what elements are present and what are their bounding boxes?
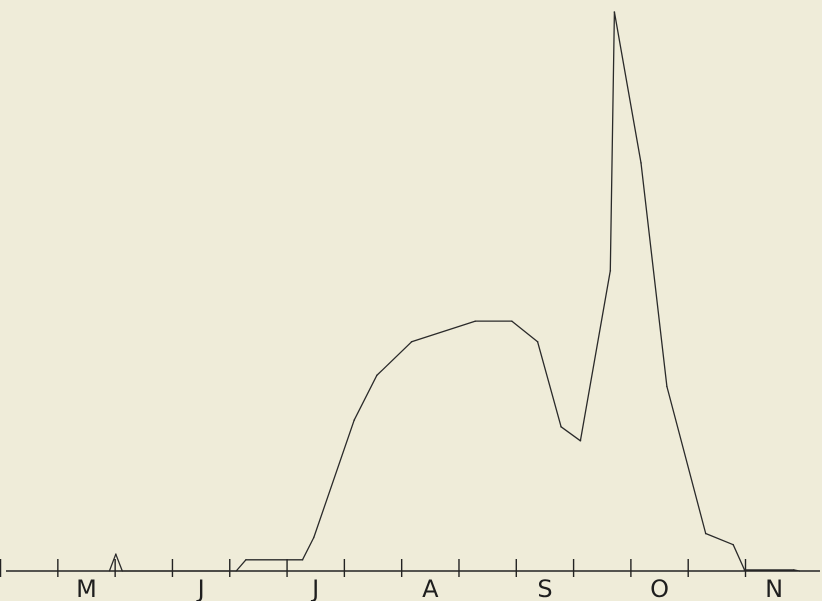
- data-point: [245, 559, 247, 561]
- x-tick-label: S: [537, 575, 552, 601]
- data-point: [666, 385, 668, 388]
- data-point: [792, 569, 795, 571]
- data-point: [732, 543, 734, 546]
- data-point: [798, 570, 801, 572]
- x-tick-label: O: [650, 575, 669, 601]
- data-point: [235, 570, 238, 572]
- data-point: [115, 553, 117, 556]
- data-point: [743, 569, 746, 571]
- data-point: [579, 439, 582, 442]
- data-point: [704, 532, 707, 535]
- data-point: [121, 570, 124, 572]
- data-point: [609, 270, 612, 272]
- data-point: [353, 419, 356, 421]
- data-points: [108, 11, 801, 572]
- data-point: [108, 570, 111, 572]
- data-point: [474, 320, 477, 322]
- data-point: [640, 162, 642, 164]
- data-point: [510, 320, 513, 322]
- data-point: [376, 374, 378, 377]
- series-line: [108, 11, 800, 572]
- data-point: [410, 341, 413, 343]
- data-point: [613, 11, 616, 13]
- x-tick-label: J: [310, 575, 319, 601]
- x-axis-ticks: [0, 559, 747, 577]
- data-point: [560, 425, 562, 428]
- data-point: [536, 341, 539, 343]
- x-tick-label: M: [76, 575, 97, 601]
- data-point: [301, 559, 304, 561]
- x-tick-label: A: [422, 575, 439, 601]
- x-tick-label: N: [765, 575, 783, 601]
- x-tick-label: J: [196, 575, 205, 601]
- data-point: [313, 536, 315, 539]
